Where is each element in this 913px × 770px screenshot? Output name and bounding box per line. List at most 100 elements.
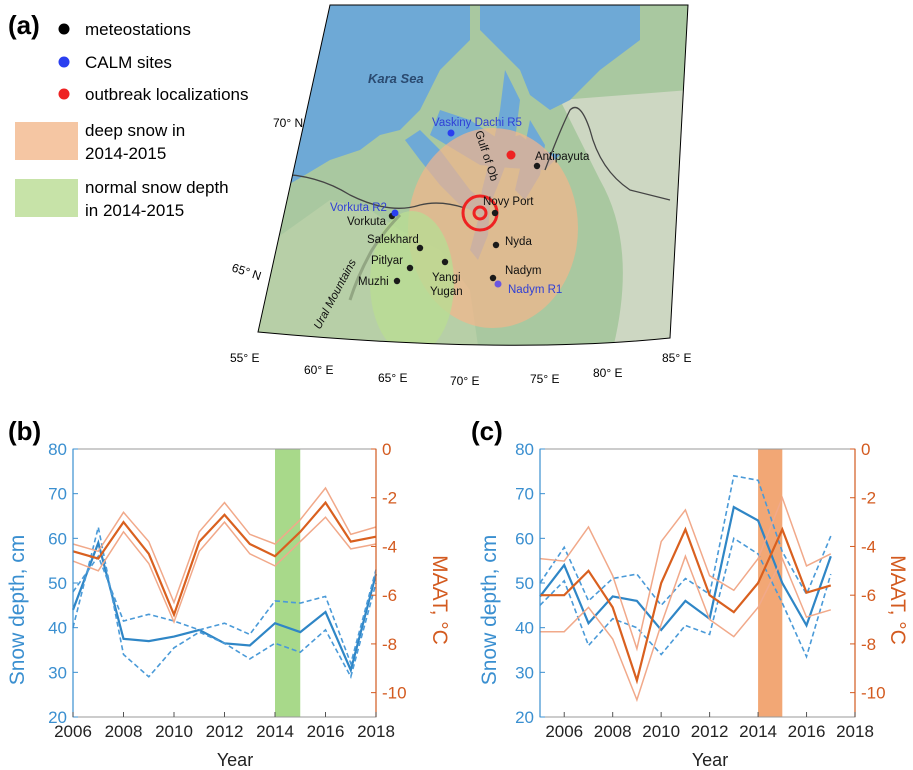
calm-site-label: Nadym R1 bbox=[508, 284, 562, 296]
legend-normal-snow-line1: normal snow depth bbox=[85, 178, 229, 197]
x-tick-label: 2008 bbox=[105, 722, 143, 741]
left-axis-label: Snow depth, cm bbox=[6, 535, 29, 686]
calm-site-marker bbox=[448, 130, 455, 137]
x-tick-label: 2018 bbox=[836, 722, 874, 741]
x-axis-ticks: 2006 2008 2010 2012 2014 2016 2018 bbox=[545, 722, 874, 741]
station-label: Antipayuta bbox=[535, 151, 590, 163]
legend-deep-snow-line1: deep snow in bbox=[85, 121, 185, 140]
left-tick-label: 40 bbox=[515, 619, 534, 638]
calm-site-marker bbox=[495, 281, 502, 288]
kara-sea-label: Kara Sea bbox=[368, 71, 424, 86]
station-label: Nadym bbox=[505, 265, 541, 277]
right-tick-label: -4 bbox=[861, 537, 876, 556]
station-label: Nyda bbox=[505, 236, 532, 248]
legend-normal-snow-line2: in 2014-2015 bbox=[85, 201, 184, 220]
left-tick-label: 60 bbox=[515, 529, 534, 548]
station-label: Vorkuta bbox=[347, 216, 387, 228]
lon-label-70: 70° E bbox=[450, 374, 479, 388]
lon-label-75: 75° E bbox=[530, 372, 559, 386]
outbreak-legend-marker bbox=[59, 89, 70, 100]
right-tick-label: 0 bbox=[861, 440, 870, 459]
outbreak-point bbox=[507, 151, 516, 160]
left-tick-label: 50 bbox=[515, 574, 534, 593]
left-tick-label: 80 bbox=[48, 440, 67, 459]
lon-label-85: 85° E bbox=[662, 351, 691, 365]
x-tick-label: 2016 bbox=[307, 722, 345, 741]
x-axis-ticks: 2006 2008 2010 2012 2014 2016 2018 bbox=[54, 722, 395, 741]
panel-c-label: (c) bbox=[471, 416, 503, 446]
station-marker bbox=[442, 259, 448, 265]
left-tick-label: 70 bbox=[48, 485, 67, 504]
station-label: Salekhard bbox=[367, 234, 419, 246]
right-tick-label: -8 bbox=[382, 635, 397, 654]
calm-site-marker bbox=[392, 210, 399, 217]
x-tick-label: 2010 bbox=[155, 722, 193, 741]
x-axis-label: Year bbox=[692, 750, 728, 770]
right-tick-label: -6 bbox=[861, 586, 876, 605]
station-marker bbox=[394, 278, 400, 284]
station-marker bbox=[407, 265, 413, 271]
normal-snow-legend-swatch bbox=[15, 179, 78, 217]
calm-site-label: Vorkuta R2 bbox=[330, 202, 387, 214]
deep-snow-legend-swatch bbox=[15, 122, 78, 160]
left-tick-label: 70 bbox=[515, 485, 534, 504]
right-axis-label: MAAT, °C bbox=[428, 555, 451, 645]
legend-outbreak: outbreak localizations bbox=[85, 85, 248, 104]
right-tick-label: -8 bbox=[861, 635, 876, 654]
panel-b-label: (b) bbox=[8, 416, 41, 446]
snow-depth-series-line-1 bbox=[73, 527, 376, 677]
left-tick-label: 60 bbox=[48, 529, 67, 548]
right-tick-label: -6 bbox=[382, 586, 397, 605]
x-tick-label: 2014 bbox=[739, 722, 777, 741]
chart-panel-b: 20 30 40 50 60 70 80 0 -2 -4 -6 -8 -10 2… bbox=[6, 440, 451, 770]
x-tick-label: 2006 bbox=[54, 722, 92, 741]
station-label: Novy Port bbox=[483, 196, 534, 208]
station-marker bbox=[492, 210, 498, 216]
station-label: Yangi bbox=[432, 272, 461, 284]
station-marker bbox=[490, 275, 496, 281]
right-axis-ticks: 0 -2 -4 -6 -8 -10 bbox=[861, 440, 886, 703]
lon-label-80: 80° E bbox=[593, 366, 622, 380]
chart-panel-c: 20 30 40 50 60 70 80 0 -2 -4 -6 -8 -10 2… bbox=[478, 440, 909, 770]
calm-site-label: Vaskiny Dachi R5 bbox=[432, 117, 522, 129]
right-axis-label: MAAT, °C bbox=[886, 555, 909, 645]
lat-label-70: 70° N bbox=[273, 116, 303, 130]
station-label: Muzhi bbox=[358, 276, 389, 288]
lon-label-65: 65° E bbox=[378, 371, 407, 385]
highlight-band bbox=[275, 449, 300, 717]
x-tick-label: 2016 bbox=[788, 722, 826, 741]
legend-deep-snow-line2: 2014-2015 bbox=[85, 144, 166, 163]
x-tick-label: 2012 bbox=[691, 722, 729, 741]
x-axis-label: Year bbox=[217, 750, 253, 770]
left-tick-label: 30 bbox=[48, 663, 67, 682]
x-tick-label: 2006 bbox=[545, 722, 583, 741]
left-tick-label: 80 bbox=[515, 440, 534, 459]
left-tick-label: 30 bbox=[515, 663, 534, 682]
right-tick-label: 0 bbox=[382, 440, 391, 459]
x-tick-label: 2018 bbox=[357, 722, 395, 741]
x-tick-label: 2012 bbox=[206, 722, 244, 741]
right-tick-label: -2 bbox=[382, 489, 397, 508]
panel-a-label: (a) bbox=[8, 10, 40, 40]
right-tick-label: -10 bbox=[861, 684, 886, 703]
lon-label-60: 60° E bbox=[304, 363, 333, 377]
left-axis-ticks: 20 30 40 50 60 70 80 bbox=[515, 440, 534, 727]
x-tick-label: 2010 bbox=[642, 722, 680, 741]
left-axis-label: Snow depth, cm bbox=[478, 535, 501, 686]
plot-area bbox=[540, 449, 855, 717]
x-tick-label: 2014 bbox=[256, 722, 294, 741]
calm-site-legend-marker bbox=[59, 57, 70, 68]
right-tick-label: -10 bbox=[382, 684, 407, 703]
maat-series-line-4 bbox=[73, 488, 376, 603]
station-label: Yugan bbox=[430, 286, 463, 298]
plot-area bbox=[73, 449, 376, 717]
legend-calm-sites: CALM sites bbox=[85, 53, 172, 72]
map-legend: meteostations CALM sites outbreak locali… bbox=[15, 20, 248, 220]
station-marker bbox=[493, 242, 499, 248]
legend-meteostations: meteostations bbox=[85, 20, 191, 39]
right-tick-label: -2 bbox=[861, 489, 876, 508]
x-tick-label: 2008 bbox=[594, 722, 632, 741]
left-tick-label: 20 bbox=[515, 708, 534, 727]
station-label: Pitlyar bbox=[371, 255, 403, 267]
